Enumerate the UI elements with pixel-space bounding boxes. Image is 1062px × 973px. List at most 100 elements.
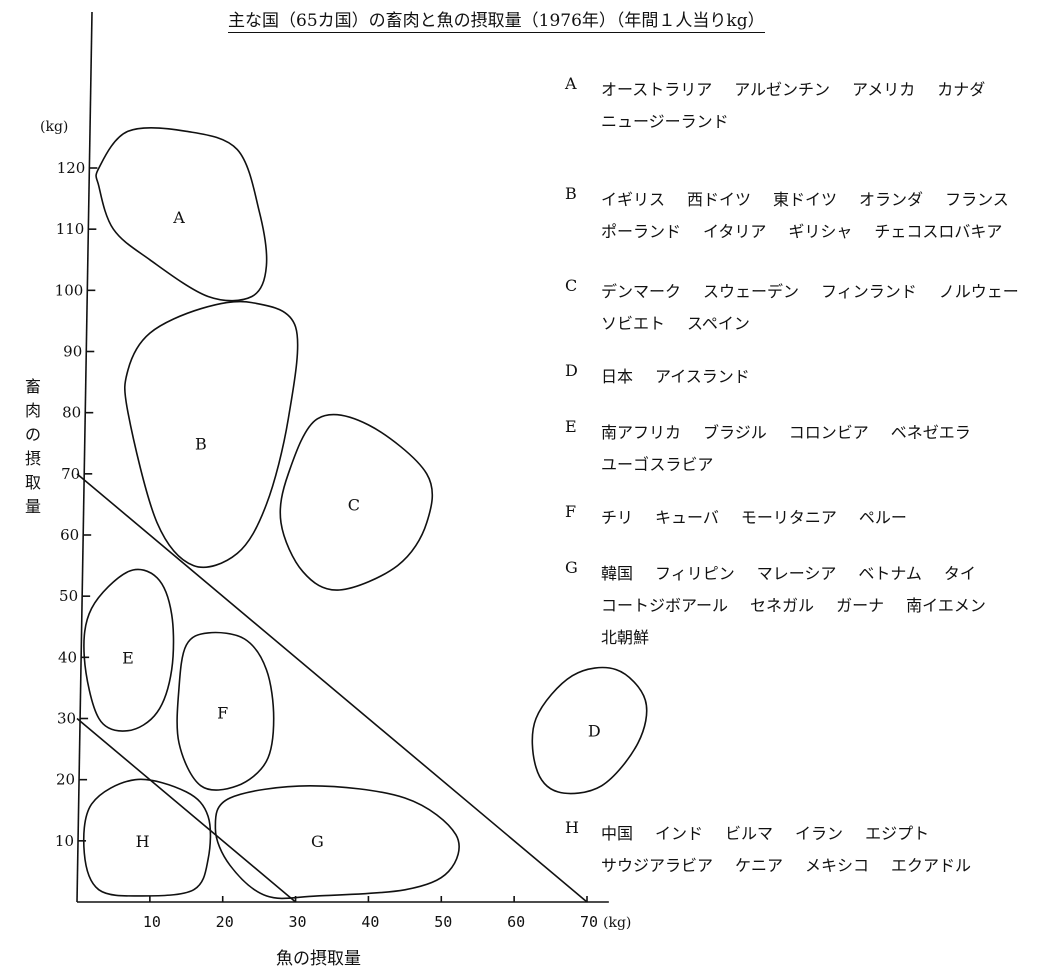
group-outline-a	[95, 127, 268, 302]
legend-country: スペイン	[687, 314, 750, 333]
legend-country: イギリス	[601, 190, 666, 209]
y-tick-label: 20	[56, 771, 75, 789]
legend-countries: 日本 アイスランド	[601, 361, 1051, 393]
legend-countries: デンマーク スウェーデン フィンランド ノルウェーソビエト スペイン	[601, 276, 1051, 340]
group-label-c: C	[348, 495, 360, 514]
legend-letter: D	[565, 361, 578, 380]
y-axis-line	[76, 11, 93, 903]
legend-country: イタリア	[703, 222, 767, 241]
group-outline-h	[82, 778, 212, 897]
legend-country: ポーランド	[601, 222, 682, 241]
group-label-e: E	[122, 648, 134, 667]
legend-country: チリ	[601, 508, 634, 527]
y-tick-label: 80	[62, 404, 81, 422]
legend-countries: オーストラリア アルゼンチン アメリカ カナダニュージーランド	[601, 74, 1051, 138]
group-outline-f	[176, 631, 275, 791]
legend-country: アメリカ	[852, 80, 916, 99]
legend-country: マレーシア	[756, 564, 837, 583]
legend-country: セネガル	[750, 596, 815, 615]
legend-country: ユーゴスラビア	[601, 455, 714, 474]
legend-country: フランス	[945, 190, 1009, 209]
chart-title: 主な国（65カ国）の畜肉と魚の摂取量（1976年）（年間１人当りkg）	[228, 6, 765, 33]
group-label-d: D	[588, 722, 601, 741]
legend-letter: E	[565, 417, 577, 436]
legend-letter: F	[565, 502, 577, 521]
legend-country: ケニア	[735, 856, 784, 875]
y-tick-label: 50	[59, 587, 78, 605]
legend-country: ペルー	[858, 508, 907, 527]
legend-country: コロンビア	[788, 423, 869, 442]
legend-country: エジプト	[865, 824, 930, 843]
legend-letter: H	[565, 818, 579, 837]
legend-country: 中国	[601, 824, 634, 843]
legend-countries: イギリス 西ドイツ 東ドイツ オランダ フランスポーランド イタリア ギリシャ チェコスロバキ…	[601, 184, 1051, 248]
legend-country: アイスランド	[655, 367, 750, 386]
y-tick-label: 70	[61, 465, 80, 483]
group-outline-d	[531, 666, 648, 795]
legend-country: イラン	[795, 824, 844, 843]
legend-country: ベネゼエラ	[890, 423, 971, 442]
legend-country: オーストラリア	[601, 80, 713, 99]
legend-country: オランダ	[859, 190, 924, 209]
legend-country: エクアドル	[891, 856, 972, 875]
y-axis-label: 畜肉の摂取量	[24, 377, 41, 516]
y-tick-label: 60	[60, 526, 79, 544]
x-tick-label: 10	[143, 913, 161, 931]
legend-letter: B	[565, 184, 577, 203]
legend-country: 日本	[601, 367, 634, 386]
legend-country: 南イエメン	[906, 596, 986, 615]
legend-country: ソビエト	[601, 314, 666, 333]
legend-country: ギリシャ	[788, 222, 853, 241]
y-tick-label: 10	[55, 832, 74, 850]
legend-countries: 中国 インド ビルマ イラン エジプトサウジアラビア ケニア メキシコ エクアドル	[601, 818, 1051, 882]
reference-line	[76, 717, 297, 903]
x-tick-label: 60	[507, 913, 525, 931]
y-tick-label: 120	[57, 159, 86, 177]
x-axis-label: 魚の摂取量	[276, 949, 361, 969]
y-tick-label: 30	[57, 710, 76, 728]
legend-country: デンマーク	[601, 282, 682, 301]
legend-countries: 韓国 フィリピン マレーシア ベトナム タイコートジボアール セネガル ガーナ 南イエメン北朝…	[601, 558, 1051, 654]
legend-country: ノルウェー	[938, 282, 1019, 301]
x-tick-label: 70	[580, 913, 598, 931]
legend-country: コートジボアール	[601, 596, 729, 615]
x-tick-label: 50	[434, 913, 452, 931]
legend-country: インド	[655, 824, 704, 843]
y-tick-label: 90	[63, 343, 82, 361]
group-label-f: F	[217, 703, 228, 722]
legend-countries: 南アフリカ ブラジル コロンビア ベネゼエラユーゴスラビア	[601, 417, 1051, 481]
legend-letter: C	[565, 276, 578, 295]
x-tick-label: 40	[361, 913, 379, 931]
legend-country: ビルマ	[725, 824, 774, 843]
legend-country: スウェーデン	[703, 282, 800, 301]
legend-country: フィンランド	[821, 282, 917, 301]
group-outline-e	[83, 568, 175, 732]
legend-country: ガーナ	[836, 596, 885, 615]
legend-country: 西ドイツ	[687, 190, 752, 209]
legend-country: 北朝鮮	[601, 628, 650, 647]
legend-country: タイ	[943, 564, 976, 583]
legend-country: キューバ	[655, 508, 719, 527]
group-label-a: A	[172, 208, 185, 227]
legend-country: 韓国	[601, 564, 634, 583]
y-unit-label: (kg)	[40, 119, 68, 135]
legend-letter: G	[565, 558, 578, 577]
legend-country: ブラジル	[703, 423, 767, 442]
y-tick-label: 110	[56, 220, 85, 238]
legend-country: ニュージーランド	[601, 112, 729, 131]
legend-countries: チリ キューバ モーリタニア ペルー	[601, 502, 1051, 534]
x-tick-label: 20	[216, 913, 234, 931]
legend-country: モーリタニア	[740, 508, 837, 527]
legend-country: 南アフリカ	[601, 423, 682, 442]
x-tick-label: 30	[289, 913, 307, 931]
group-outline-g	[214, 784, 460, 900]
group-label-b: B	[195, 434, 207, 453]
group-label-g: G	[311, 832, 324, 851]
reference-line	[76, 473, 588, 903]
legend-country: 東ドイツ	[773, 190, 838, 209]
legend-country: サウジアラビア	[601, 856, 714, 875]
group-outline-c	[279, 413, 434, 591]
legend-country: チェコスロバキア	[874, 222, 1003, 241]
y-tick-label: 100	[55, 281, 84, 299]
